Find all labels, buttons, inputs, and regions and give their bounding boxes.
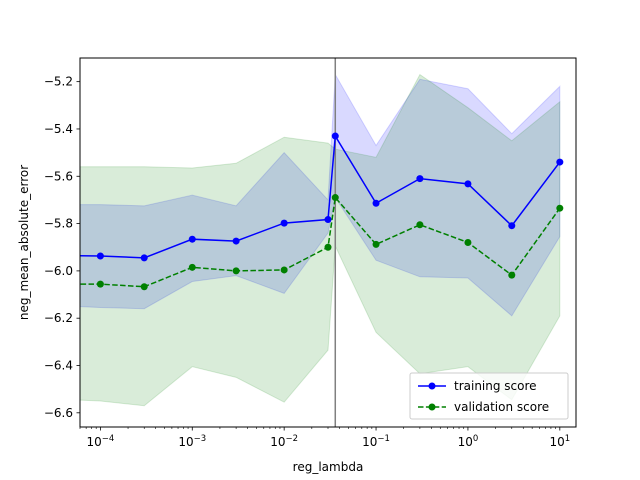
validation-legend-marker [428, 403, 436, 411]
training-score-point [556, 158, 564, 166]
x-tick-label: 100 [458, 434, 479, 449]
x-axis-label: reg_lambda [293, 460, 364, 474]
training-score-point [96, 252, 104, 260]
y-axis-label: neg_mean_absolute_error [17, 165, 31, 320]
validation-score-point [188, 263, 196, 271]
training-legend-marker [428, 382, 436, 390]
x-axis: 10−4 10−3 10−2 10−1 100 101 [79, 427, 570, 449]
y-tick-label: −6.6 [44, 406, 73, 420]
training-score-point [140, 254, 148, 262]
training-score-point [331, 132, 339, 140]
validation-score-point [556, 204, 564, 212]
validation-score-point [464, 239, 472, 246]
validation-score-point [508, 271, 516, 279]
training-score-point [416, 175, 424, 183]
x-tick-label: 10−1 [362, 434, 390, 449]
validation-score-point [324, 243, 332, 251]
training-score-point [464, 180, 472, 188]
legend: training score validation score [409, 372, 569, 420]
x-tick-label: 10−3 [178, 434, 206, 449]
x-tick-label: 101 [549, 434, 570, 449]
y-tick-label: −6.4 [44, 359, 73, 373]
legend-box [409, 372, 569, 420]
y-axis: −5.2 −5.4 −5.6 −5.8 −6.0 −6.2 −6.4 −6.6 [44, 75, 80, 420]
y-tick-label: −6.0 [44, 264, 73, 278]
validation-score-point [280, 266, 288, 274]
validation-score-point [140, 283, 148, 291]
validation-score-point [416, 221, 424, 229]
training-legend-label: training score [454, 379, 537, 393]
validation-score-band [80, 73, 561, 407]
validation-score-point [96, 280, 104, 288]
y-tick-label: −5.2 [44, 75, 73, 89]
training-score-band [80, 72, 561, 317]
y-tick-label: −5.4 [44, 122, 73, 136]
training-score-point [508, 222, 516, 230]
x-tick-label: 10−2 [270, 434, 298, 449]
training-score-point [372, 199, 380, 207]
validation-score-point [232, 267, 240, 275]
validation-legend-label: validation score [454, 400, 549, 414]
y-tick-label: −5.8 [44, 217, 73, 231]
validation-score-point [372, 240, 380, 248]
validation-score-point [331, 194, 339, 202]
y-tick-label: −6.2 [44, 311, 73, 325]
x-tick-label: 10−4 [86, 434, 114, 449]
training-score-point [232, 237, 240, 245]
y-tick-label: −5.6 [44, 169, 73, 183]
plot-area [80, 58, 564, 427]
training-score-point [324, 216, 332, 224]
training-score-point [188, 235, 196, 243]
training-score-point [280, 219, 288, 227]
